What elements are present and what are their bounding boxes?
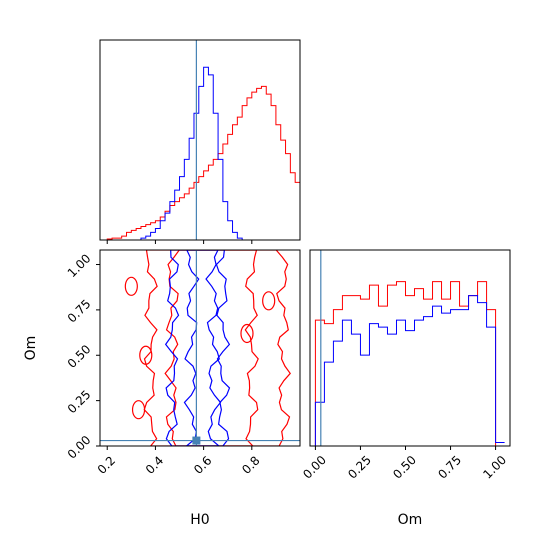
contour-red-island	[124, 276, 138, 296]
contour-frame	[99, 249, 301, 447]
hist-h0-frame	[99, 39, 301, 241]
contour-ytick-label: 0.25	[65, 387, 94, 416]
contour-red-island	[262, 291, 276, 311]
contour-xlabel: H0	[190, 512, 209, 528]
hist-om-xtick-label: 0.25	[345, 453, 374, 482]
truth-marker	[192, 436, 201, 445]
contour-blue-level-2	[183, 250, 222, 446]
contour-ytick-label: 0.00	[65, 433, 94, 462]
hist-om-xtick-label: 0.50	[390, 453, 419, 482]
hist-om-xtick-label: 0.00	[300, 453, 329, 482]
contour-ytick-label: 0.75	[65, 297, 94, 326]
contour-xtick-label: 0.2	[95, 453, 118, 476]
contour-xtick-label: 0.8	[239, 453, 262, 476]
hist-om-frame	[309, 249, 511, 447]
hist-om-red-series	[314, 281, 505, 446]
hist-om-xlabel: Om	[398, 512, 423, 528]
contour-xtick-label: 0.4	[143, 453, 166, 476]
hist-om-blue-series	[314, 295, 505, 446]
hist-om-xtick-label: 0.75	[435, 453, 464, 482]
contour-xtick-label: 0.6	[191, 453, 214, 476]
contour-red-island	[131, 400, 146, 420]
hist-h0-blue-series	[100, 66, 300, 240]
contour-ytick-label: 0.50	[65, 342, 94, 371]
contour-ylabel: Om	[23, 336, 39, 361]
contour-ytick-label: 1.00	[65, 251, 94, 280]
hist-h0-red-series	[100, 85, 300, 240]
contour-red-island	[240, 323, 254, 344]
contour-red-level-1	[143, 250, 259, 446]
contour-red-island	[139, 345, 153, 365]
contour-red-level-2	[164, 250, 291, 446]
contour-blue-level-1	[164, 250, 231, 446]
hist-om-xtick-label: 1.00	[480, 453, 509, 482]
